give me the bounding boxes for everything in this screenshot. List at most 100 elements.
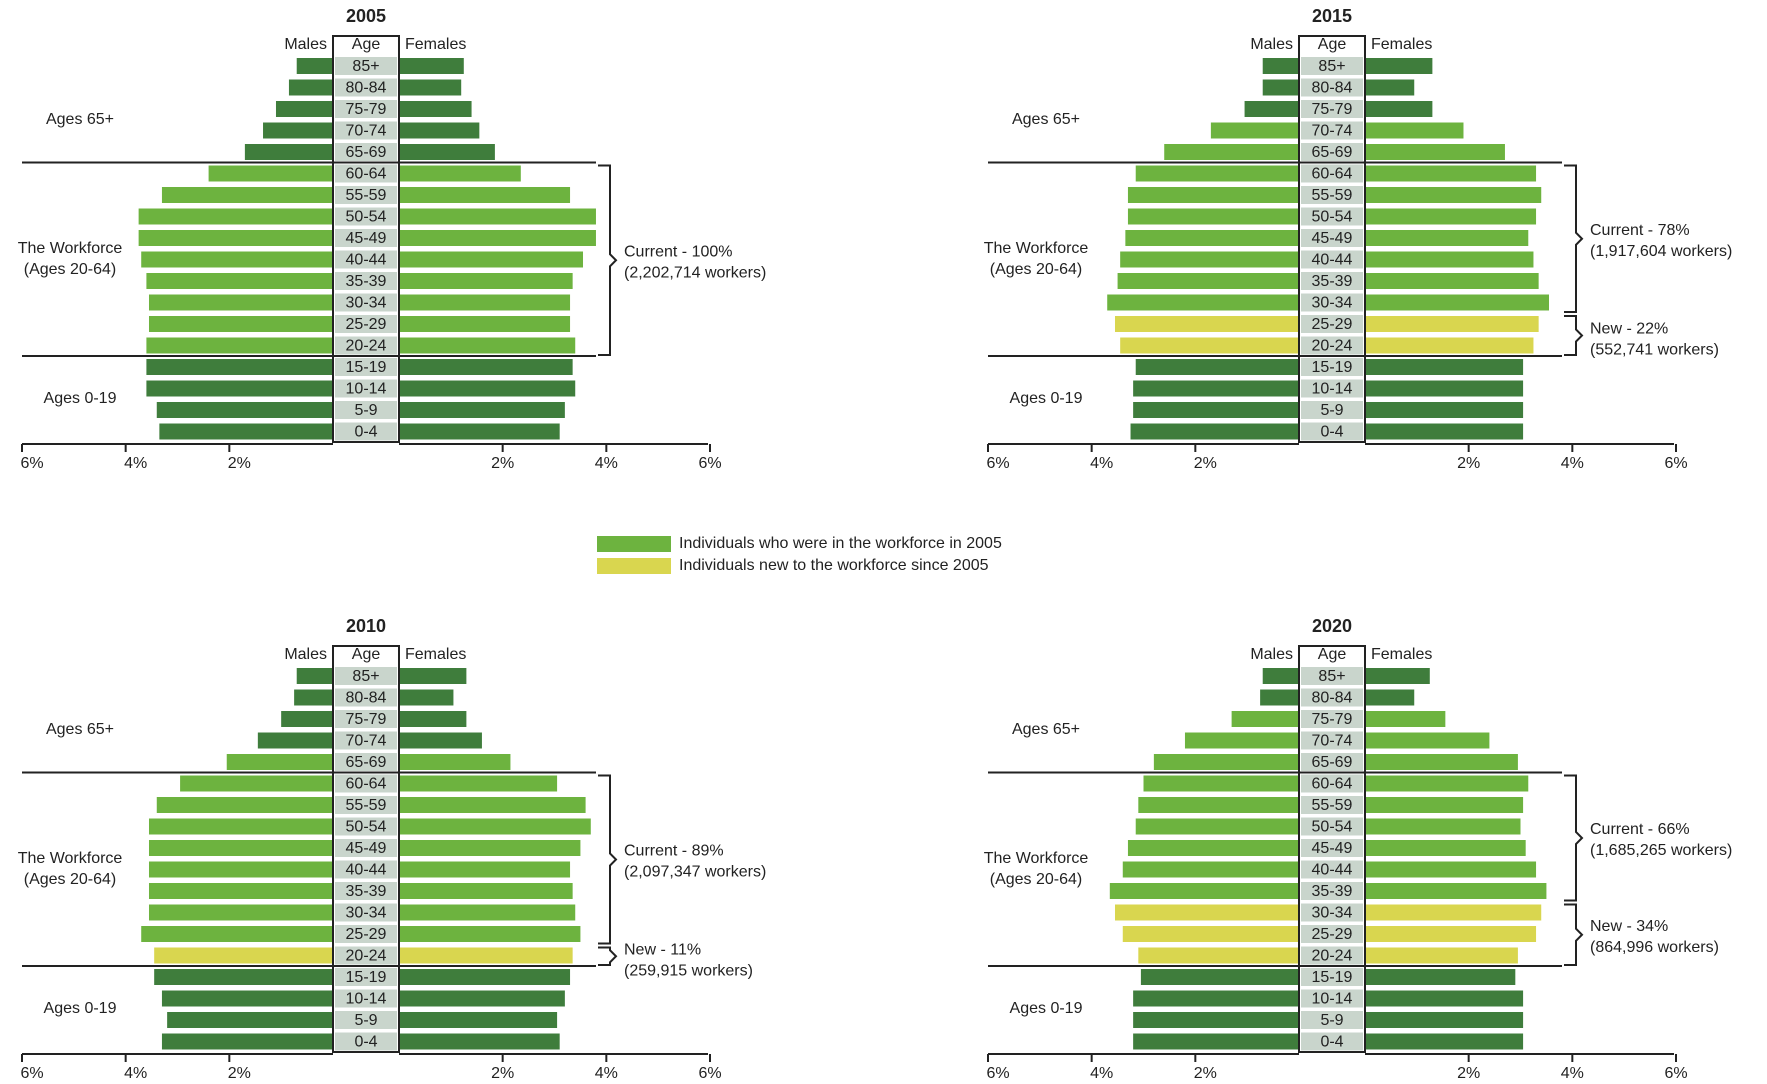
age-cell [1301,250,1363,269]
section-label-workforce: The Workforce [984,850,1089,867]
female-bar [1365,101,1433,117]
male-bar [1127,208,1299,225]
age-header: Age [352,646,381,663]
age-column-box [332,35,400,443]
male-bar [154,947,333,964]
male-bar [180,775,333,792]
female-bar [399,273,573,289]
male-bar [146,380,333,397]
female-bar [1365,775,1529,792]
male-bar [263,122,333,139]
female-bar [1365,861,1537,878]
legend-label-existing: Individuals who were in the workforce in… [679,535,1002,552]
male-bar [156,797,333,813]
age-cell [335,143,397,161]
male-bar [294,689,333,706]
male-bar [1107,294,1299,311]
x-tick-label: 4% [1561,455,1584,472]
male-bar [146,273,333,289]
age-label: 40-44 [346,252,387,269]
age-label: 55-59 [346,797,387,814]
age-cell [335,903,397,922]
age-label: 75-79 [1312,101,1353,118]
age-cell [1301,121,1363,140]
age-cell [1301,422,1363,441]
male-bar [1120,337,1299,354]
bracket-count: (2,202,714 workers) [624,264,766,281]
age-label: 55-59 [1312,797,1353,814]
male-bar [257,732,333,749]
male-bar [1127,840,1299,856]
age-cell [1301,401,1363,419]
male-bar [1122,861,1299,878]
male-bar [1138,947,1299,964]
section-label-workforce-ages: (Ages 20-64) [24,261,117,278]
female-bar [1365,122,1464,139]
age-cell [335,946,397,965]
age-cell [335,774,397,793]
male-bar [148,316,333,332]
age-label: 40-44 [346,862,387,879]
female-bar [399,294,571,311]
age-label: 45-49 [1312,230,1353,247]
age-label: 50-54 [346,209,387,226]
female-bar [399,947,573,964]
female-bar [399,732,482,749]
male-bar [1231,711,1299,727]
age-cell [335,667,397,685]
female-bar [399,990,565,1007]
male-bar [167,1012,333,1028]
age-cell [335,336,397,355]
female-bar [1365,990,1524,1007]
female-bar [399,1033,560,1050]
x-tick-label: 2% [228,1065,251,1082]
section-label-workforce-ages: (Ages 20-64) [990,871,1083,888]
age-label: 65-69 [346,754,387,771]
age-cell [335,272,397,290]
bracket-count: (552,741 workers) [1590,342,1719,359]
age-label: 35-39 [1312,273,1353,290]
age-label: 70-74 [1312,123,1353,140]
female-bar [1365,818,1521,835]
female-bar [399,79,462,96]
age-label: 30-34 [1312,905,1353,922]
age-cell [1301,293,1363,312]
female-bar [399,251,584,268]
section-label-elderly: Ages 65+ [46,721,114,738]
female-bar [399,969,571,985]
males-header: Males [284,36,327,53]
panel-title: 2015 [1312,6,1352,26]
female-bar [1365,273,1539,289]
bracket-label: Current - 100% [624,243,733,260]
male-bar [288,79,333,96]
male-bar [244,144,333,160]
age-cell [335,839,397,857]
age-cell [335,401,397,419]
male-bar [281,711,333,727]
male-bar [148,904,333,921]
male-bar [148,861,333,878]
age-cell [335,817,397,836]
section-label-children: Ages 0-19 [1010,1000,1083,1017]
female-bar [399,926,581,942]
age-label: 65-69 [1312,144,1353,161]
age-cell [1301,882,1363,900]
age-label: 45-49 [1312,840,1353,857]
male-bar [1184,732,1299,749]
bracket-count: (1,685,265 workers) [1590,842,1732,859]
section-label-workforce: The Workforce [18,850,123,867]
age-column-box [1298,645,1366,1053]
male-bar [1120,251,1299,268]
age-cell [335,688,397,707]
bracket [1564,164,1584,313]
legend-item-existing: Individuals who were in the workforce in… [597,535,1002,553]
age-label: 20-24 [346,948,387,965]
age-label: 35-39 [1312,883,1353,900]
age-label: 20-24 [346,338,387,355]
age-cell [335,1032,397,1051]
female-bar [399,797,586,813]
x-tick-label: 6% [20,455,43,472]
age-cell [1301,272,1363,290]
age-label: 40-44 [1312,862,1353,879]
female-bar [1365,668,1430,684]
